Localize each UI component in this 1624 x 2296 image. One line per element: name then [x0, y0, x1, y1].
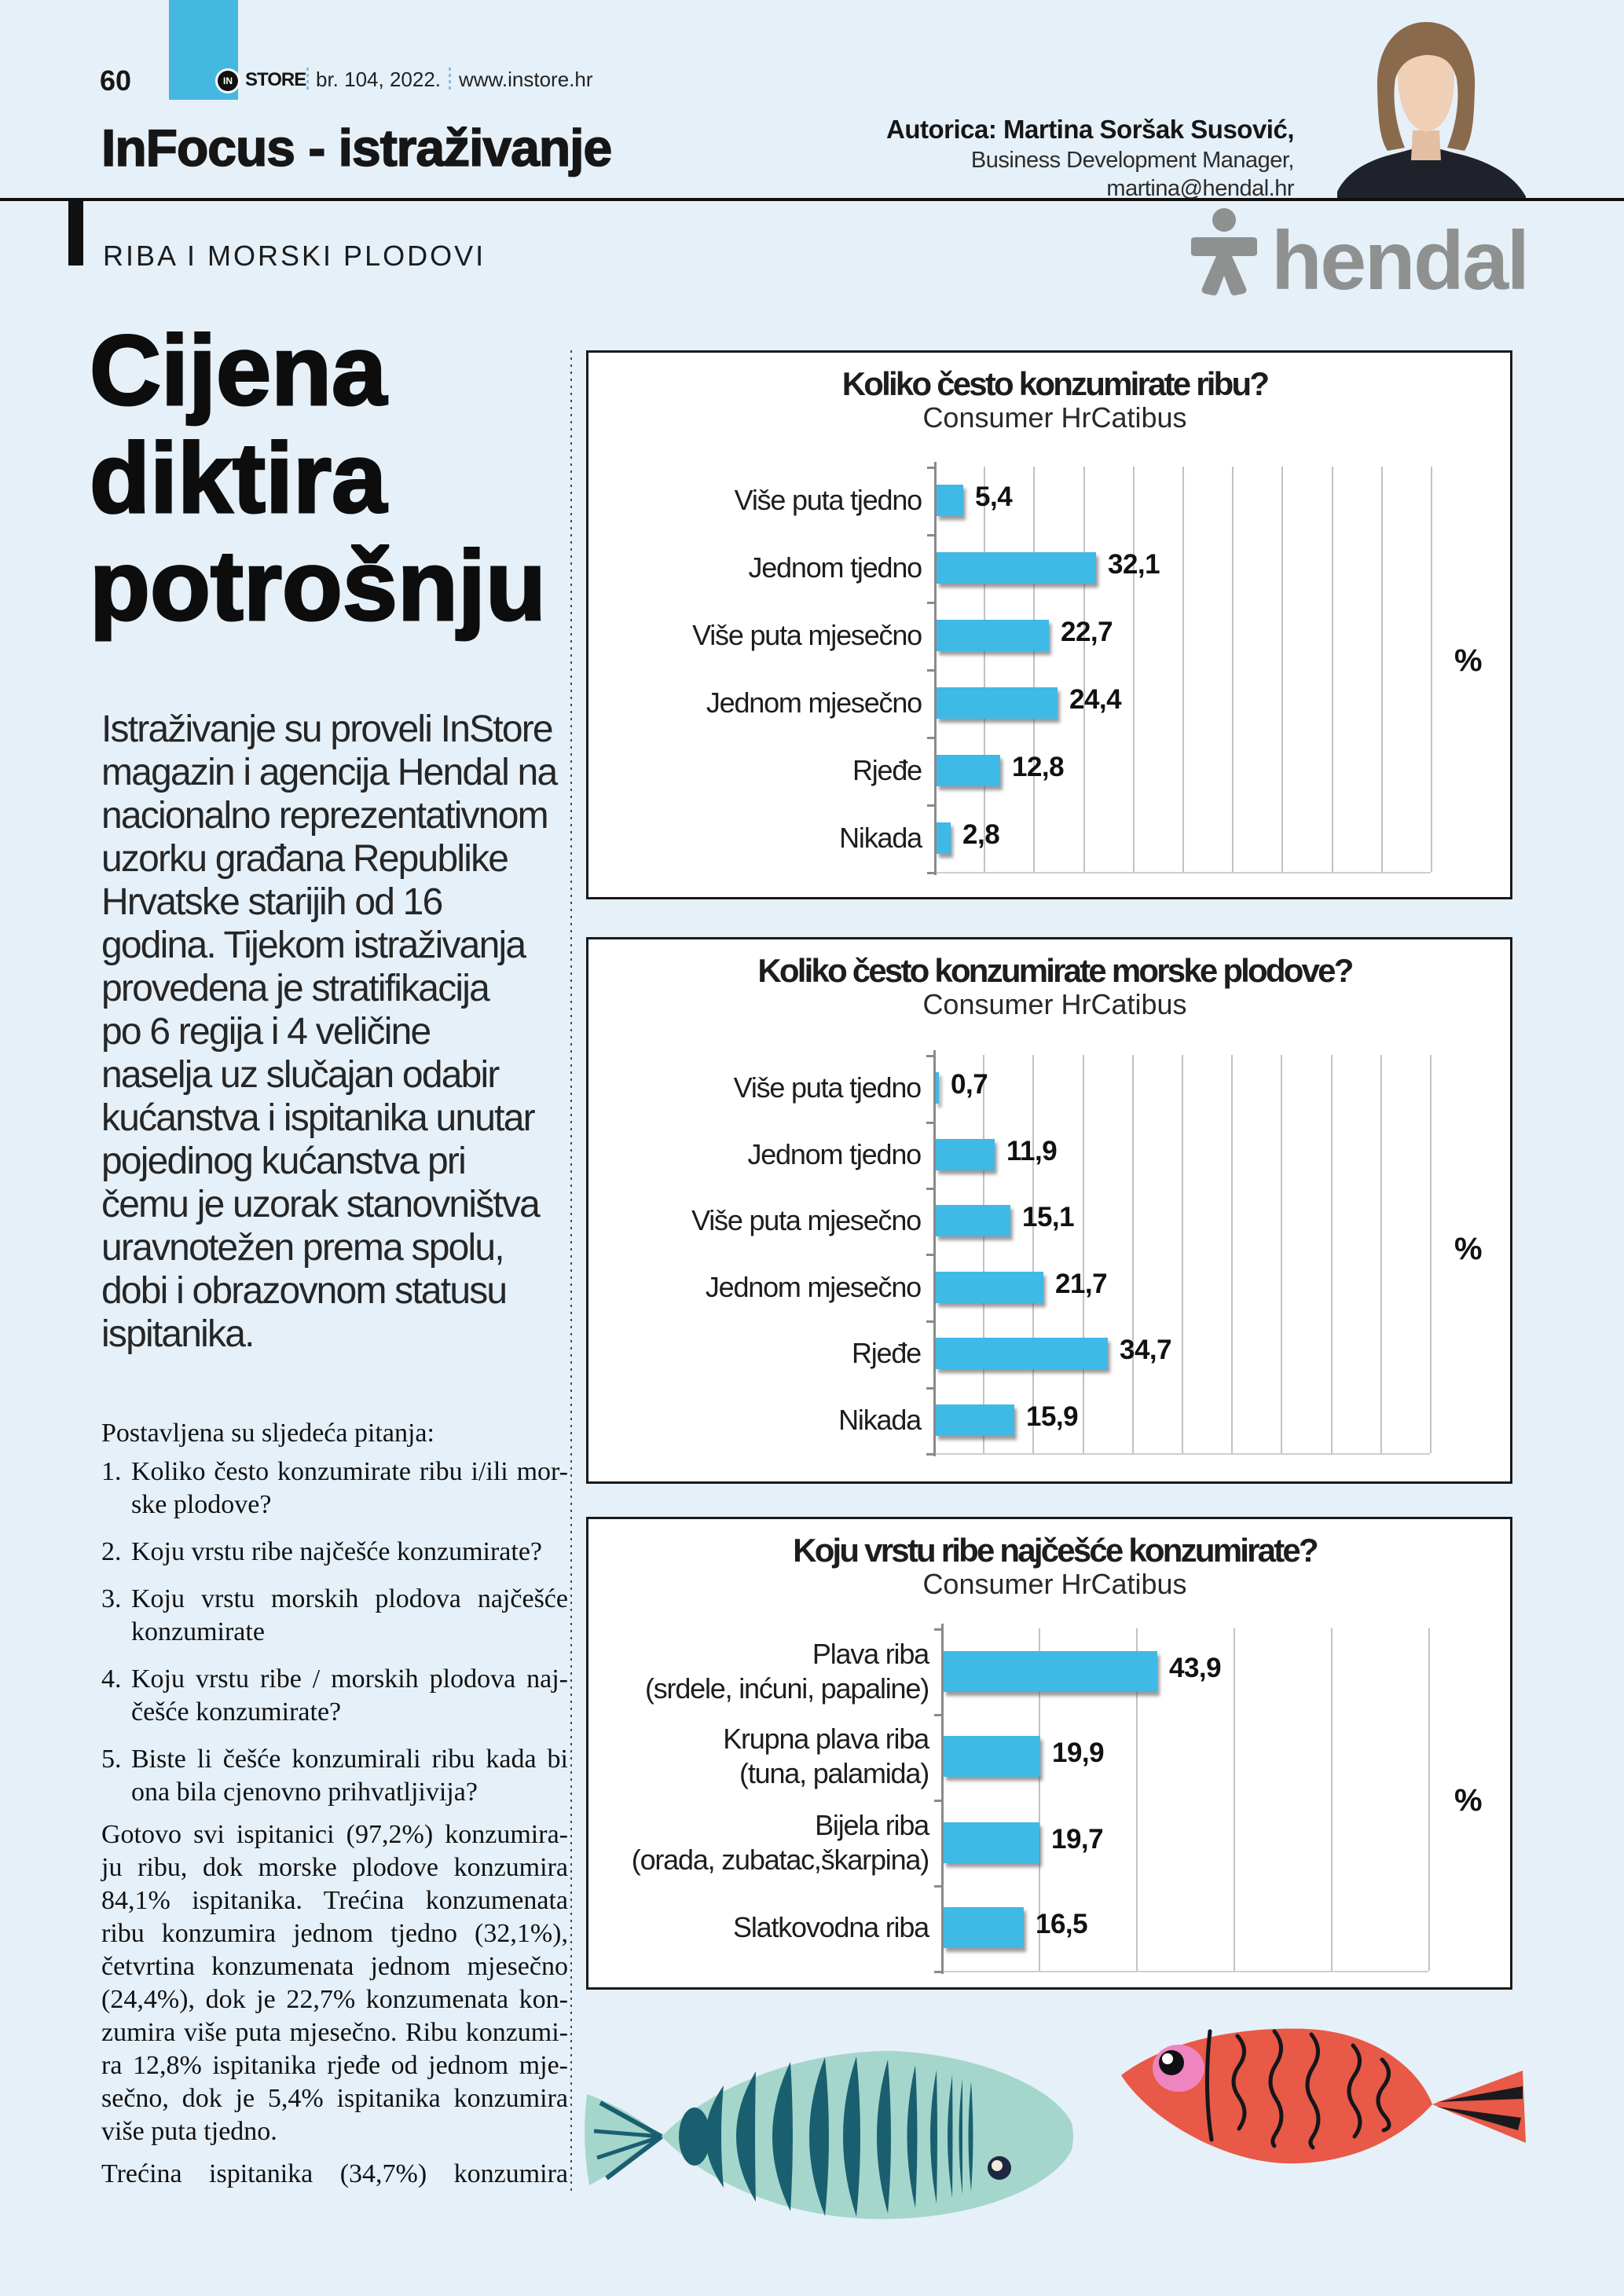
svg-text:hendal: hendal: [1271, 214, 1528, 300]
